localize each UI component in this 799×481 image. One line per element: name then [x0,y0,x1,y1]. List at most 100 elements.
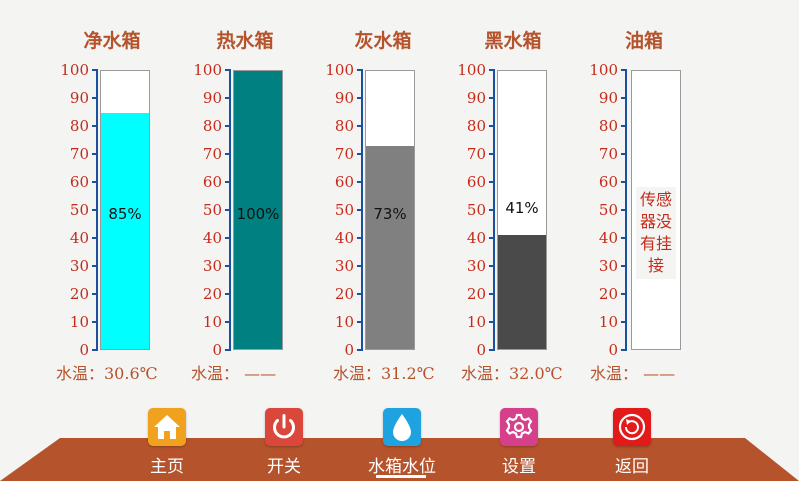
gear-icon [505,413,533,439]
scale-tick [225,153,231,155]
scale-label: 40 [202,229,222,247]
scale-tick [225,321,231,323]
level-percent: 85% [108,205,142,223]
level-bar: 100% [233,70,283,350]
nav-label: 主页 [150,457,184,477]
scale-label: 100 [325,61,354,79]
nav-icon-tile [265,408,303,446]
nav-settings-button[interactable]: 设置 [474,408,564,477]
scale-tick [92,69,98,71]
scale-tick [357,181,363,183]
scale-label: 20 [202,285,222,303]
scale-label: 60 [334,173,354,191]
scale-label: 0 [608,341,618,359]
scale-tick [92,181,98,183]
nav-switch-button[interactable]: 开关 [239,408,329,477]
scale-label: 0 [212,341,222,359]
scale-label: 70 [466,145,486,163]
scale-label: 30 [69,257,89,275]
scale-tick [357,293,363,295]
scale-tick [621,125,627,127]
level-bar: 41% [497,70,547,350]
nav-icon-tile [613,408,651,446]
scale-tick [489,209,495,211]
level-scale: 100 90 80 70 60 50 40 30 20 10 0 [451,62,495,358]
nav-label: 水箱水位 [368,457,436,477]
level-scale: 100 90 80 70 60 50 40 30 20 10 0 [187,62,231,358]
scale-tick [357,321,363,323]
level-percent: 100% [236,205,280,223]
scale-tick [357,209,363,211]
level-fill [101,112,149,349]
back-icon [618,413,646,441]
scale-tick [621,321,627,323]
scale-tick [489,125,495,127]
scale-label: 90 [202,89,222,107]
scale-tick [92,293,98,295]
scale-tick [92,153,98,155]
scale-tick [621,237,627,239]
scale-label: 100 [60,61,89,79]
scale-tick [225,125,231,127]
scale-label: 100 [457,61,486,79]
scale-tick [225,209,231,211]
scale-tick [92,237,98,239]
scale-tick [92,321,98,323]
scale-tick [92,125,98,127]
scale-tick [489,349,495,351]
scale-tick [225,237,231,239]
level-fill [234,71,282,349]
nav-back-button[interactable]: 返回 [587,408,677,477]
water-temp: 水温： —— [590,364,676,383]
tank-title: 灰水箱 [354,30,412,52]
nav-tank-level-button[interactable]: 水箱水位 [357,408,447,477]
scale-label: 90 [69,89,89,107]
scale-tick [225,97,231,99]
scale-tick [621,209,627,211]
scale-tick [357,97,363,99]
scale-label: 50 [466,201,486,219]
scale-label: 20 [598,285,618,303]
level-scale: 100 90 80 70 60 50 40 30 20 10 0 [54,62,98,358]
scale-label: 80 [69,117,89,135]
scale-label: 70 [598,145,618,163]
level-bar: 85% [100,70,150,350]
sensor-not-connected-text: 传感器没有挂接 [636,187,676,279]
water-temp: 水温：32.0℃ [461,364,563,383]
level-percent: 41% [505,199,539,217]
nav-label: 设置 [502,457,536,477]
scale-label: 90 [598,89,618,107]
level-bar: 传感器没有挂接 [631,70,681,350]
scale-tick [225,265,231,267]
scale-tick [489,97,495,99]
nav-icon-tile [500,408,538,446]
scale-label: 60 [466,173,486,191]
scale-tick [225,293,231,295]
home-icon [154,415,180,439]
scale-label: 10 [466,313,486,331]
nav-label: 返回 [615,457,649,477]
scale-tick [92,209,98,211]
nav-home-button[interactable]: 主页 [122,408,212,477]
scale-label: 10 [334,313,354,331]
scale-label: 80 [466,117,486,135]
scale-tick [489,153,495,155]
level-fill [366,146,414,349]
scale-label: 70 [69,145,89,163]
scale-label: 70 [334,145,354,163]
level-percent: 73% [373,205,407,223]
scale-label: 50 [202,201,222,219]
scale-tick [489,69,495,71]
scale-label: 90 [466,89,486,107]
scale-tick [92,265,98,267]
scale-label: 20 [466,285,486,303]
scale-tick [621,181,627,183]
scale-tick [357,349,363,351]
scale-tick [621,69,627,71]
scale-label: 60 [69,173,89,191]
scale-label: 40 [598,229,618,247]
nav-icon-tile [148,408,186,446]
tank-hot-water: 热水箱 100 90 80 70 60 50 40 30 20 10 0 100% 水温： —— [175,0,315,400]
scale-tick [489,293,495,295]
scale-label: 20 [334,285,354,303]
